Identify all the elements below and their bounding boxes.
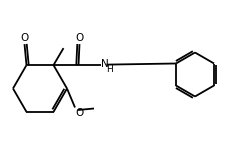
Text: O: O xyxy=(76,109,84,119)
Text: N: N xyxy=(101,59,109,69)
Text: O: O xyxy=(76,33,84,43)
Text: H: H xyxy=(106,65,113,74)
Text: O: O xyxy=(20,33,29,43)
